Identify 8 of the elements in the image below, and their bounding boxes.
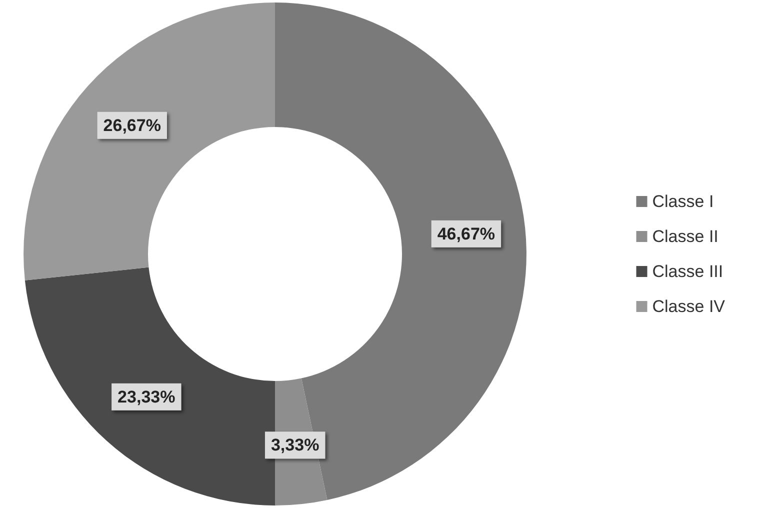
legend-label: Classe III — [652, 262, 724, 281]
legend-label: Classe IV — [652, 297, 726, 316]
legend-label: Classe I — [652, 192, 714, 211]
data-label: 26,67% — [103, 116, 161, 135]
data-label: 46,67% — [437, 224, 496, 244]
legend-label: Classe II — [652, 227, 718, 246]
data-label: 23,33% — [118, 387, 176, 406]
data-label: 3,33% — [270, 436, 320, 455]
